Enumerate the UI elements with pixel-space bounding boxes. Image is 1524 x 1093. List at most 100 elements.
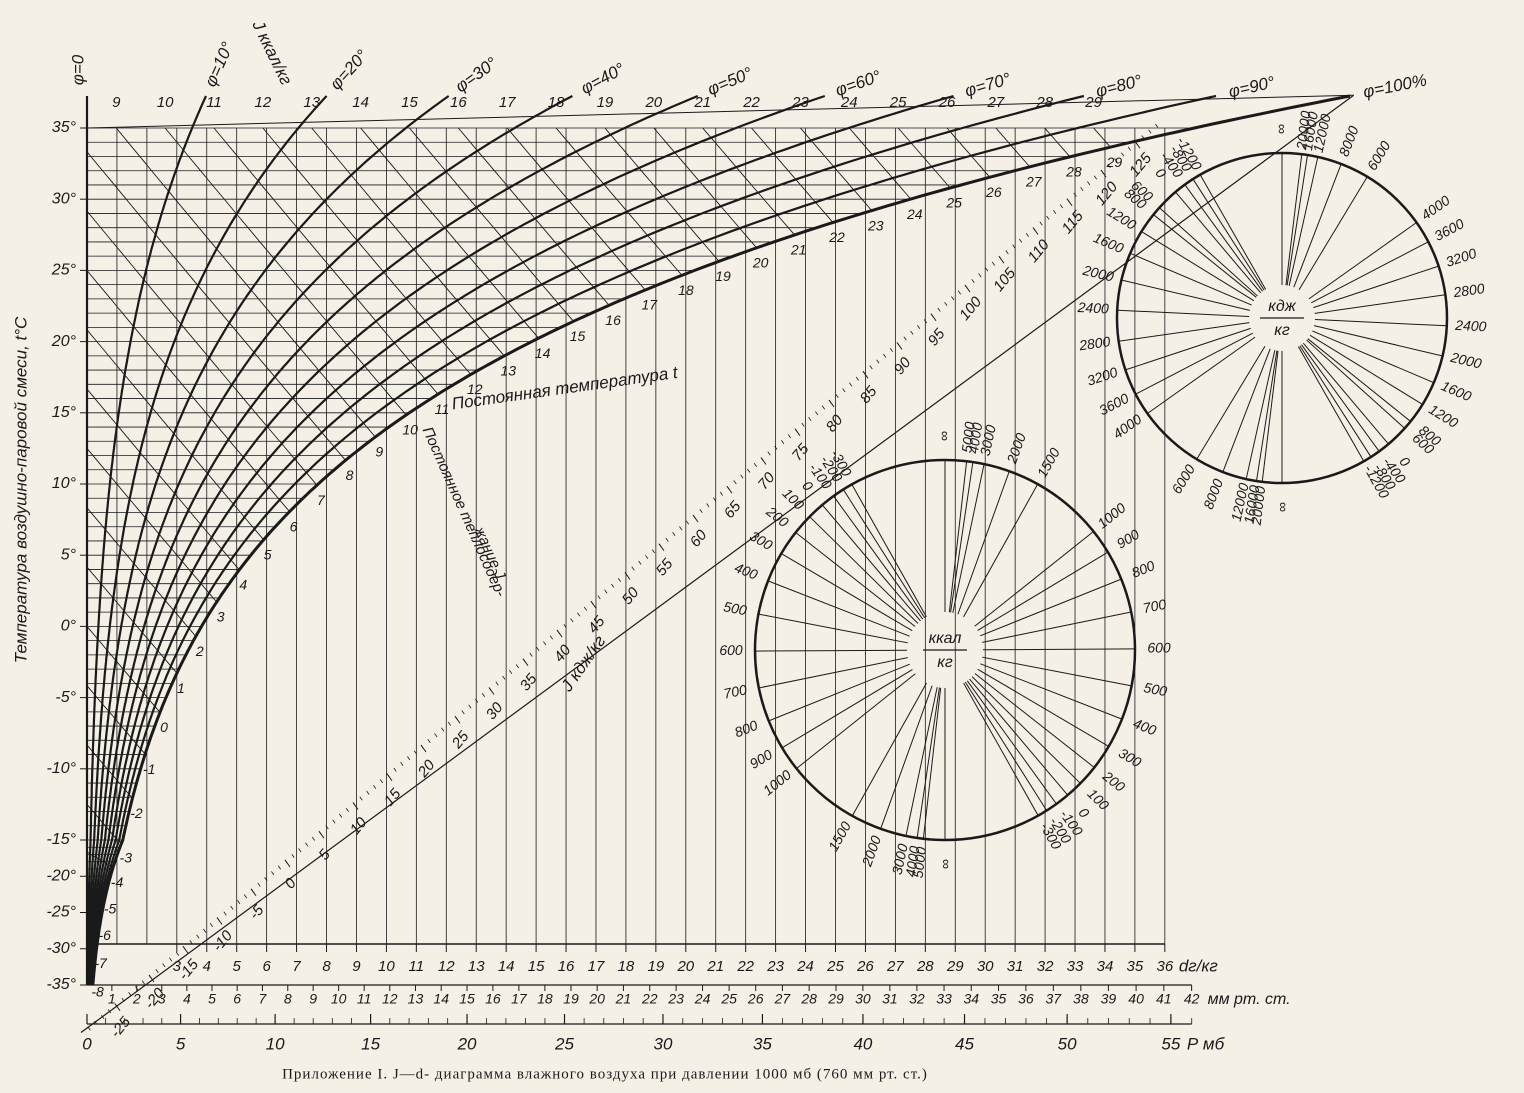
kj-minor-tick xyxy=(869,365,873,370)
kj-minor-tick xyxy=(672,532,676,536)
enthalpy-line xyxy=(213,127,439,395)
ratio-ray xyxy=(1255,350,1278,482)
kj-minor-tick xyxy=(699,509,703,513)
kj-minor-tick xyxy=(951,296,955,301)
kj-tick xyxy=(624,572,631,580)
kj-minor-tick xyxy=(889,348,894,352)
kj-minor-tick xyxy=(413,750,418,755)
kcal-curve-label: 17 xyxy=(641,297,658,313)
kcal-top-label: 14 xyxy=(352,94,369,111)
kcal-curve-label: -7 xyxy=(94,955,108,971)
kcal-curve-label: 12 xyxy=(467,381,483,397)
kj-minor-tick xyxy=(1093,175,1098,180)
ratio-ray xyxy=(809,516,919,624)
phi-curve xyxy=(87,95,450,985)
mm-tick-label: 36 xyxy=(1018,991,1034,1007)
kcal-curve-label: 10 xyxy=(402,422,418,438)
kj-minor-tick xyxy=(175,951,180,956)
ratio-ray xyxy=(1175,191,1262,294)
kcal-curve-label: -1 xyxy=(143,761,155,777)
ratio-label: 1600 xyxy=(1439,377,1474,404)
ratio-label: 4000 xyxy=(902,845,922,878)
d-tick-label: 22 xyxy=(736,958,754,975)
kj-minor-tick xyxy=(679,526,683,531)
kcal-curve-label: 5 xyxy=(264,546,272,562)
ratio-ray xyxy=(768,663,910,722)
phi-curve xyxy=(86,95,208,985)
kj-minor-tick xyxy=(1121,152,1125,157)
mm-tick-label: 18 xyxy=(537,991,553,1007)
kj-tick xyxy=(250,888,257,897)
ratio-ray xyxy=(758,657,908,689)
unit-bottom: кг xyxy=(937,654,953,671)
kcal-top-label: 9 xyxy=(112,94,121,111)
ratio-label: 1000 xyxy=(760,766,794,798)
ratio-ray xyxy=(795,532,916,627)
ratio-ray xyxy=(948,461,968,613)
ratio-ray xyxy=(1306,339,1406,429)
ratio-ray xyxy=(1192,178,1265,291)
ratio-ray xyxy=(1130,252,1252,306)
ratio-label: 2800 xyxy=(1077,333,1111,353)
kj-tick xyxy=(556,629,563,638)
p-axis-label: Р мб xyxy=(1187,1034,1226,1053)
ratio-ray xyxy=(982,611,1132,643)
kcal-top-label: 29 xyxy=(1084,94,1102,111)
mm-tick-label: 17 xyxy=(511,991,528,1007)
enthalpy-line xyxy=(1093,127,1111,148)
kj-tick xyxy=(1100,169,1107,178)
ratio-label: 900 xyxy=(1114,526,1142,552)
kj-minor-tick xyxy=(1155,123,1159,128)
kj-tick-label: 25 xyxy=(448,728,473,753)
enthalpy-line xyxy=(86,881,107,894)
d-axis-label: dг/кг xyxy=(1179,956,1218,975)
kj-minor-tick xyxy=(345,808,350,812)
ratio-ray xyxy=(1307,338,1411,422)
kj-minor-tick xyxy=(611,583,615,588)
kj-tick xyxy=(352,802,359,810)
enthalpy-line xyxy=(995,127,1031,168)
y-tick-label: -25° xyxy=(46,904,76,921)
kcal-curve-label: 8 xyxy=(346,467,354,483)
kj-minor-tick xyxy=(162,963,166,968)
kcal-curve-label: 20 xyxy=(752,255,769,271)
ratio-ray xyxy=(980,578,1122,637)
kj-tick xyxy=(148,974,155,983)
kj-tick-label: 15 xyxy=(381,785,405,809)
kj-tick xyxy=(794,428,801,437)
y-tick-label: 25° xyxy=(51,262,77,279)
mm-tick-label: 39 xyxy=(1101,991,1117,1007)
kj-minor-tick xyxy=(1053,210,1057,214)
kj-minor-tick xyxy=(1039,221,1043,226)
kj-minor-tick xyxy=(883,353,887,358)
y-tick-label: 15° xyxy=(52,404,77,421)
kcal-curve-label: 28 xyxy=(1065,164,1082,180)
ratio-label: ∞ xyxy=(936,431,952,441)
kj-tick-label: 80 xyxy=(823,411,847,435)
kcal-label: J ккал/кг xyxy=(248,16,296,87)
mm-tick-label: 40 xyxy=(1128,991,1144,1007)
enthalpy-line xyxy=(848,127,912,200)
kcal-curve-label: 3 xyxy=(217,609,225,625)
d-tick-label: 9 xyxy=(352,958,361,975)
kj-tick xyxy=(862,370,869,379)
d-tick-label: 14 xyxy=(498,958,515,975)
kj-minor-tick xyxy=(849,382,853,387)
d-tick-label: 6 xyxy=(262,958,271,975)
kcal-curve-label: 6 xyxy=(290,518,298,534)
kj-minor-tick xyxy=(509,670,513,674)
kj-minor-tick xyxy=(917,325,921,329)
ratio-ray xyxy=(916,687,940,839)
kj-tick xyxy=(1134,140,1141,149)
kj-minor-tick xyxy=(1114,158,1118,163)
kj-minor-tick xyxy=(1025,233,1030,237)
kj-minor-tick xyxy=(87,1026,91,1031)
ratio-label: ∞ xyxy=(1273,124,1289,134)
phi-curve xyxy=(88,94,699,986)
enthalpy-line xyxy=(751,127,834,223)
p-tick-label: 30 xyxy=(653,1034,672,1053)
kj-minor-tick xyxy=(604,589,608,594)
ratio-label: 800 xyxy=(732,717,760,741)
ratio-label: 1600 xyxy=(1091,229,1126,256)
y-tick-label: 0° xyxy=(61,618,77,635)
